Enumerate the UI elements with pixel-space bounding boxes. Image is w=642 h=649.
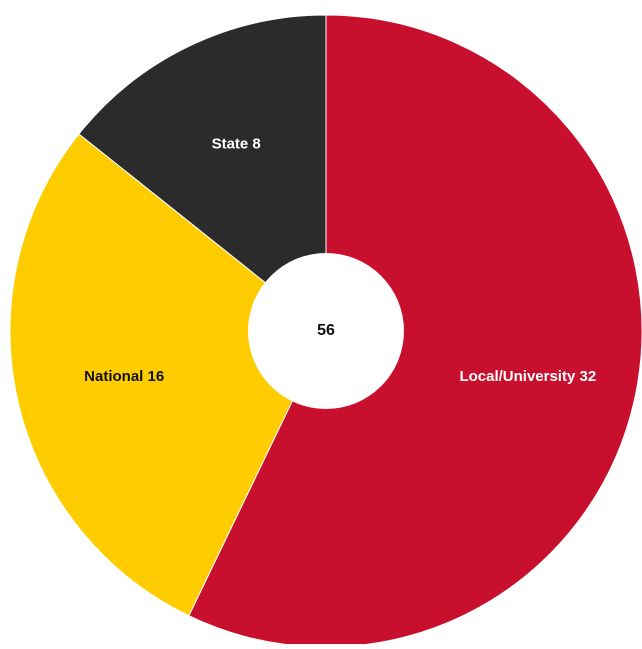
slice-label-national: National 16 (84, 368, 164, 385)
center-hole (248, 253, 404, 409)
slices-layer (9, 14, 642, 648)
pie-slice-national (9, 133, 327, 617)
slice-label-local-university: Local/University 32 (459, 368, 596, 385)
center-total-label: 56 (317, 322, 335, 339)
slice-label-state: State 8 (212, 135, 261, 152)
pie-slice-state (78, 14, 327, 333)
labels-layer: Local/University 32 National 16 State 8 (84, 135, 596, 385)
